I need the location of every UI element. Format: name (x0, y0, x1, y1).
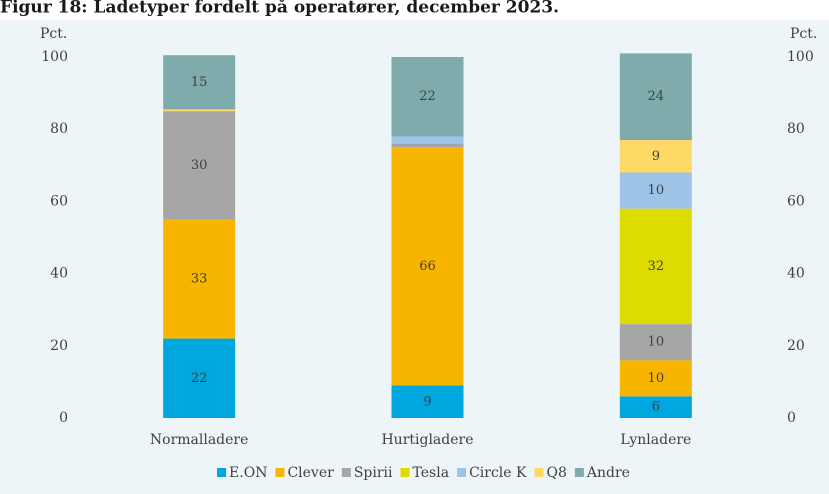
y-tick-label: 100 (41, 49, 68, 65)
bar-segment (391, 136, 464, 144)
y2-axis-label: Pct. (790, 26, 817, 42)
legend-label: E.ON (229, 465, 267, 481)
chart-title: Figur 18: Ladetyper fordelt på operatøre… (0, 0, 559, 18)
bar-segment (619, 53, 692, 141)
bar-segment (391, 147, 464, 386)
data-label: 66 (419, 259, 436, 274)
data-label: 33 (191, 272, 208, 287)
y2-tick-label: 100 (787, 49, 814, 65)
y2-tick-label: 20 (787, 338, 805, 354)
bar-segment (163, 109, 236, 112)
x-tick-label: Hurtigladere (381, 432, 473, 448)
data-label: 9 (423, 394, 431, 409)
bar-segment (619, 360, 692, 397)
x-tick-label: Normalladere (150, 432, 249, 448)
bar-segment (163, 219, 236, 339)
legend-swatch (534, 468, 544, 477)
legend-label: Clever (287, 465, 334, 481)
legend: E.ON Clever Spirii Tesla Circle K Q8 Andre (217, 465, 630, 481)
legend-swatch (275, 468, 285, 477)
y2-tick-label: 0 (787, 410, 796, 426)
bar-segment (163, 338, 236, 418)
data-label: 9 (652, 149, 660, 164)
legend-label: Tesla (413, 465, 450, 481)
legend-swatch (400, 468, 410, 477)
y2-tick-label: 60 (787, 193, 805, 209)
x-tick-label: Lynladere (620, 432, 691, 448)
legend-label: Circle K (469, 465, 527, 481)
y-tick-label: 40 (50, 266, 68, 282)
y-tick-label: 80 (50, 121, 68, 137)
legend-swatch (341, 468, 351, 477)
bar-segment (619, 172, 692, 209)
bar-segment (391, 57, 464, 137)
bar-segment (619, 396, 692, 418)
bar-segment (619, 140, 692, 173)
bar-segment (619, 208, 692, 325)
y-tick-label: 0 (59, 410, 68, 426)
y2-tick-label: 80 (787, 121, 805, 137)
data-label: 24 (648, 89, 665, 104)
data-label: 22 (191, 371, 208, 386)
data-label: 6 (652, 400, 660, 415)
data-label: 15 (191, 75, 208, 90)
legend-label: Andre (586, 465, 630, 481)
bar-segment (163, 55, 236, 110)
title-band (0, 0, 829, 20)
y2-tick-label: 40 (787, 266, 805, 282)
bar-segment (391, 143, 464, 148)
legend-swatch (457, 468, 467, 477)
data-label: 22 (419, 89, 436, 104)
bar-segment (619, 324, 692, 361)
bar-segment (391, 385, 464, 418)
legend-label: Q8 (546, 465, 566, 481)
legend-swatch (574, 468, 584, 477)
y-axis-label: Pct. (40, 26, 67, 42)
data-label: 32 (648, 259, 665, 274)
data-label: 10 (648, 183, 665, 198)
y-tick-label: 60 (50, 193, 68, 209)
data-label: 10 (648, 371, 665, 386)
legend-swatch (217, 468, 227, 477)
y-tick-label: 20 (50, 338, 68, 354)
data-label: 30 (191, 158, 208, 173)
bar-segment (163, 111, 236, 220)
data-label: 10 (648, 335, 665, 350)
legend-label: Spirii (354, 465, 393, 481)
